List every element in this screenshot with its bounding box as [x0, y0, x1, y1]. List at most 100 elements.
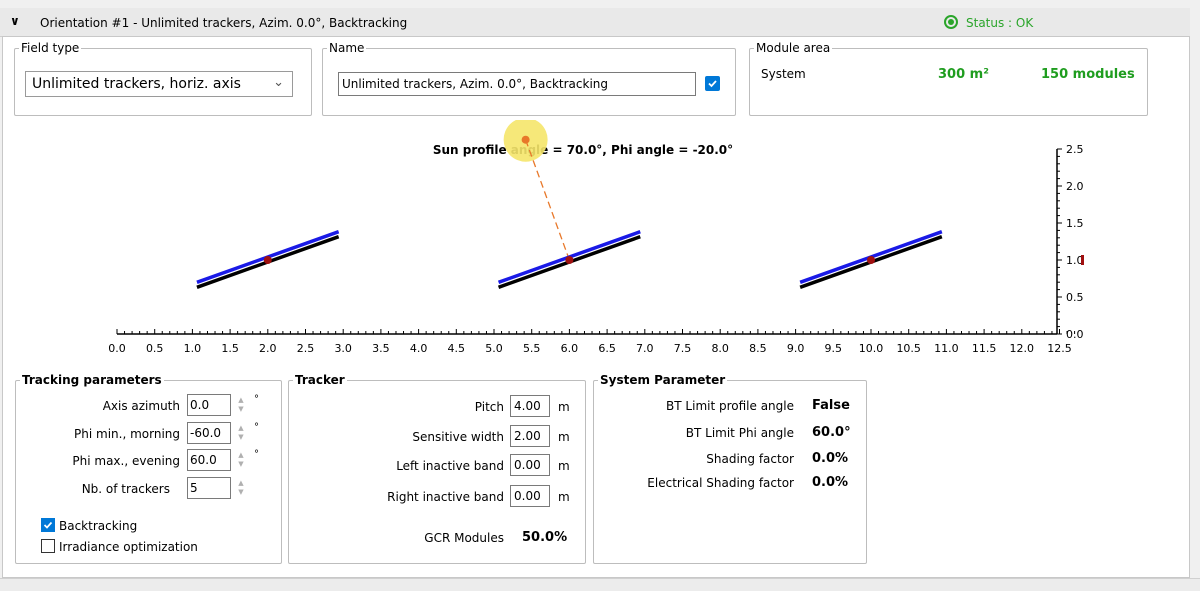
tracking-parameters-legend: Tracking parameters	[22, 373, 162, 387]
spin-down-icon: ▼	[238, 405, 244, 413]
nb-trackers-input[interactable]: 5	[187, 477, 231, 499]
phi-min-input[interactable]: -60.0	[187, 422, 231, 444]
x-tick-label: 7.0	[636, 342, 654, 355]
spin-down-icon: ▼	[238, 433, 244, 441]
y-tick-label: 2.0	[1066, 180, 1084, 193]
x-tick-label: 3.5	[372, 342, 390, 355]
x-tick-label: 10.0	[859, 342, 884, 355]
system-parameter-legend: System Parameter	[600, 373, 726, 387]
tracker	[497, 230, 641, 289]
spin-up-icon: ▲	[238, 424, 244, 432]
x-tick-label: 8.0	[711, 342, 729, 355]
irradiance-optimization-label: Irradiance optimization	[59, 540, 198, 554]
axis-azimuth-spinner[interactable]: ▲ ▼	[234, 393, 248, 417]
left-inactive-band-value: 0.00	[514, 458, 541, 472]
trackers-group	[196, 230, 1084, 289]
sensitive-width-unit: m	[558, 430, 570, 444]
gcr-modules-value: 50.0%	[522, 530, 568, 545]
status-text: Status : OK	[966, 16, 1034, 30]
pitch-input[interactable]: 4.00	[510, 395, 550, 417]
spin-up-icon: ▲	[238, 396, 244, 404]
module-area-legend: Module area	[756, 41, 831, 55]
backtracking-checkbox[interactable]	[41, 518, 55, 532]
name-input[interactable]: Unlimited trackers, Azim. 0.0°, Backtrac…	[338, 72, 696, 96]
pitch-value: 4.00	[514, 399, 541, 413]
collapse-chevron-icon[interactable]: ∨	[10, 14, 20, 28]
bt-limit-profile-value: False	[812, 398, 850, 413]
tracker-diagram: Sun profile angle = 70.0°, Phi angle = -…	[108, 120, 1084, 355]
sensitive-width-value: 2.00	[514, 429, 541, 443]
x-tick-label: 7.5	[674, 342, 692, 355]
phi-max-label: Phi max., evening	[72, 454, 180, 468]
pitch-unit: m	[558, 400, 570, 414]
bt-limit-phi-label: BT Limit Phi angle	[685, 426, 794, 440]
x-tick-label: 6.0	[561, 342, 579, 355]
x-tick-label: 8.5	[749, 342, 767, 355]
x-tick-label: 0.5	[146, 342, 164, 355]
backtracking-label: Backtracking	[59, 519, 138, 533]
bt-limit-phi-value: 60.0°	[812, 425, 851, 440]
name-value: Unlimited trackers, Azim. 0.0°, Backtrac…	[342, 77, 609, 91]
tracker	[799, 230, 943, 289]
tracker-axis-dot	[565, 256, 574, 264]
x-tick-label: 9.0	[787, 342, 805, 355]
pitch-label: Pitch	[474, 400, 504, 414]
y-tick-label: 0.0	[1066, 328, 1084, 341]
x-tick-label: 12.5	[1047, 342, 1072, 355]
x-tick-label: 2.5	[297, 342, 315, 355]
right-inactive-band-input[interactable]: 0.00	[510, 485, 550, 507]
x-tick-label: 0.0	[108, 342, 126, 355]
tracker	[196, 230, 340, 289]
right-inactive-band-value: 0.00	[514, 489, 541, 503]
tracker-axis-dot	[867, 256, 875, 264]
x-tick-label: 2.0	[259, 342, 277, 355]
axis-azimuth-label: Axis azimuth	[102, 399, 180, 413]
module-count-value: 150 modules	[1041, 67, 1135, 82]
name-legend: Name	[329, 41, 365, 55]
field-type-select[interactable]: Unlimited trackers, horiz. axis ⌄	[25, 71, 293, 97]
sun-center	[521, 135, 530, 144]
phi-min-value: -60.0	[190, 426, 222, 440]
x-tick-label: 11.0	[934, 342, 959, 355]
nb-trackers-spinner[interactable]: ▲ ▼	[234, 476, 248, 500]
axis-azimuth-input[interactable]: 0.0	[187, 394, 231, 416]
right-inactive-band-unit: m	[558, 490, 570, 504]
left-inactive-band-label: Left inactive band	[396, 459, 504, 473]
sensitive-width-input[interactable]: 2.00	[510, 425, 550, 447]
left-inactive-band-unit: m	[558, 459, 570, 473]
diagram-title: Sun profile angle = 70.0°, Phi angle = -…	[433, 143, 733, 157]
x-tick-label: 4.0	[410, 342, 428, 355]
phi-max-spinner[interactable]: ▲ ▼	[234, 448, 248, 472]
electrical-shading-factor-label: Electrical Shading factor	[647, 476, 794, 490]
phi-min-spinner[interactable]: ▲ ▼	[234, 421, 248, 445]
y-tick-label: 1.5	[1066, 217, 1084, 230]
orientation-header[interactable]: ∨ Orientation #1 - Unlimited trackers, A…	[0, 8, 1190, 37]
bottom-strip	[0, 578, 1200, 591]
module-area-group: Module area	[749, 42, 1148, 116]
y-tick-label: 2.5	[1066, 143, 1084, 156]
phi-max-input[interactable]: 60.0	[187, 449, 231, 471]
x-tick-label: 12.0	[1010, 342, 1035, 355]
x-tick-label: 5.0	[485, 342, 503, 355]
spin-down-icon: ▼	[238, 488, 244, 496]
x-tick-label: 9.5	[825, 342, 843, 355]
sensitive-width-label: Sensitive width	[412, 430, 504, 444]
axis-azimuth-unit: °	[254, 394, 259, 405]
name-checkbox[interactable]	[705, 76, 720, 91]
irradiance-optimization-checkbox[interactable]	[41, 539, 55, 553]
tracker-axis-dot	[263, 256, 272, 264]
tracker-legend: Tracker	[295, 373, 345, 387]
diagram-axes: 0.0 0.5 1.0 1.5 2.0 2.5 3.0 3.5 4.0 4.5 5.0 5.5 6.0 6…	[108, 143, 1083, 355]
system-parameter-group: System Parameter	[593, 374, 867, 564]
phi-max-value: 60.0	[190, 453, 217, 467]
x-tick-label: 1.5	[221, 342, 239, 355]
module-area-value: 300 m²	[938, 67, 989, 82]
x-tick-label: 10.5	[896, 342, 921, 355]
tracking-parameters-group: Tracking parameters	[15, 374, 282, 564]
x-tick-label: 3.0	[334, 342, 352, 355]
y-tick-label: 1.0	[1066, 254, 1084, 267]
x-tick-label: 11.5	[972, 342, 997, 355]
axis-height-marker	[1081, 255, 1084, 265]
left-inactive-band-input[interactable]: 0.00	[510, 454, 550, 476]
orientation-title: Orientation #1 - Unlimited trackers, Azi…	[40, 16, 408, 30]
